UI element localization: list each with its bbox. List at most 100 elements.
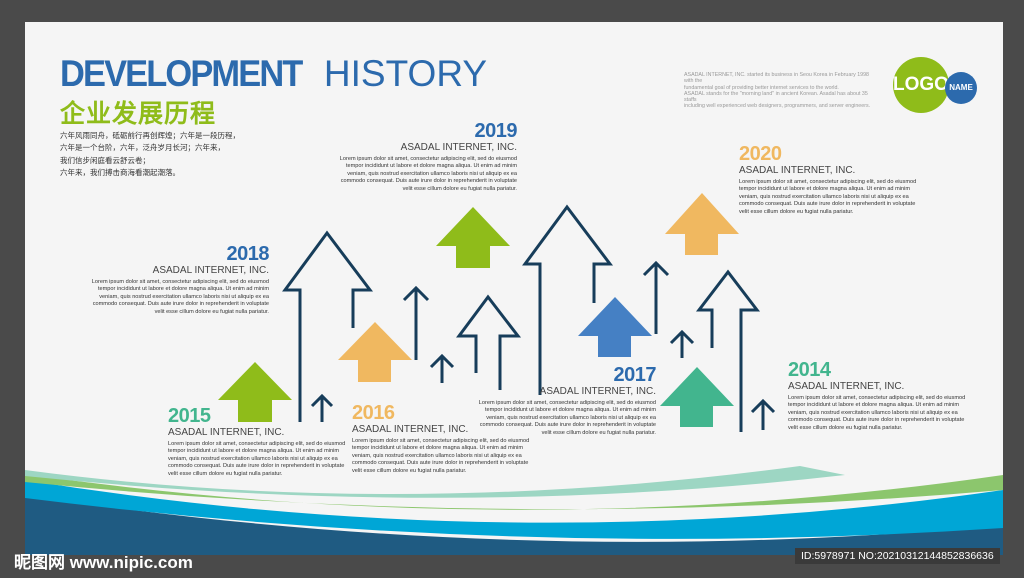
milestone-description: Lorem ipsum dolor sit amet, consectetur … — [739, 179, 916, 216]
milestone-company: ASADAL INTERNET, INC. — [168, 427, 285, 438]
outline-arrow-icon — [522, 204, 614, 395]
description-line: velit esse cillum dolore eu fugiat nulla… — [788, 424, 903, 431]
outline-arrow-icon — [456, 294, 522, 390]
milestone-company: ASADAL INTERNET, INC. — [539, 386, 656, 397]
page-subtitle: 企业发展历程 — [60, 100, 217, 128]
milestone-company: ASADAL INTERNET, INC. — [788, 381, 905, 392]
description-line: commodo consequat. Duis aute irure dolor… — [479, 422, 656, 429]
description-line: veniam, quis nostrud exercitation ullamc… — [347, 170, 517, 177]
description-line: Lorem ipsum dolor sit amet, consectetur … — [739, 179, 917, 185]
milestone-description: Lorem ipsum dolor sit amet, consectetur … — [168, 441, 345, 478]
milestone-description: Lorem ipsum dolor sit amet, consectetur … — [92, 279, 269, 316]
description-line: Lorem ipsum dolor sit amet, consectetur … — [788, 395, 966, 401]
description-line: velit esse cillum dolore eu fugiat nulla… — [168, 470, 283, 477]
milestone-company: ASADAL INTERNET, INC. — [352, 424, 469, 435]
line-arrow-icon — [402, 285, 430, 360]
logo: LOGO — [893, 57, 949, 113]
milestone-2015: 2015 ASADAL INTERNET, INC. Lorem ipsum dol… — [168, 405, 345, 478]
about-line: fundamental goal of providing better int… — [684, 84, 839, 91]
description-line: tempor incididunt ut labore et dolore ma… — [168, 448, 340, 455]
logo-name-badge: NAME — [945, 72, 977, 104]
poster — [25, 22, 1003, 555]
about-line: ASADAL INTERNET, INC. started its busine… — [684, 72, 869, 85]
milestone-2014: 2014 ASADAL INTERNET, INC. Lorem ipsum dol… — [788, 359, 965, 432]
description-line: veniam, quis nostrud exercitation ullamc… — [788, 409, 958, 416]
line-arrow-icon — [750, 398, 776, 430]
about-text: ASADAL INTERNET, INC. started its busine… — [684, 72, 879, 110]
about-line: ASADAL stands for the "morning land" in … — [684, 90, 868, 104]
blue-wave — [25, 480, 1003, 539]
description-line: tempor incididunt ut labore et dolore ma… — [788, 402, 960, 409]
watermark-site: 昵图网 www.nipic.com — [14, 553, 193, 572]
milestone-year: 2017 — [613, 364, 657, 386]
description-line: veniam, quis nostrud exercitation ullamc… — [352, 452, 522, 459]
green-wave — [25, 474, 1003, 510]
description-line: velit esse cillum dolore eu fugiat nulla… — [541, 429, 656, 436]
description-line: velit esse cillum dolore eu fugiat nulla… — [154, 308, 269, 315]
description-line: tempor incididunt ut labore et dolore ma… — [97, 286, 269, 293]
teal-ribbon — [25, 466, 845, 498]
milestone-year: 2015 — [168, 405, 211, 427]
blue-arrow-icon — [578, 297, 652, 357]
description-line: velit esse cillum dolore eu fugiat nulla… — [402, 185, 517, 192]
intro-line: 六年是一个台阶，六年，泛舟岁月长河；六年来， — [60, 143, 225, 153]
milestone-2016: 2016 ASADAL INTERNET, INC. Lorem ipsum dol… — [352, 402, 529, 475]
milestone-company: ASADAL INTERNET, INC. — [400, 142, 517, 153]
milestone-2017: 2017 ASADAL INTERNET, INC. Lorem ipsum dol… — [479, 364, 657, 437]
description-line: commodo consequat. Duis aute irure dolor… — [168, 463, 345, 470]
description-line: veniam, quis nostrud exercitation ullamc… — [99, 293, 269, 300]
teal-arrow-icon — [660, 367, 734, 427]
line-arrow-icon — [642, 260, 670, 334]
intro-line: 我们信步闲庭看云舒云卷； — [60, 155, 150, 165]
green-arrow-icon — [436, 207, 510, 268]
description-line: Lorem ipsum dolor sit amet, consectetur … — [339, 156, 517, 162]
milestone-description: Lorem ipsum dolor sit amet, consectetur … — [352, 438, 529, 475]
intro-line: 六年来，我们搏击商海看潮起潮落。 — [60, 167, 180, 177]
description-line: veniam, quis nostrud exercitation ullamc… — [486, 414, 656, 421]
description-line: commodo consequat. Duis aute irure dolor… — [92, 301, 269, 308]
green-arrow-icon — [218, 362, 292, 422]
line-arrow-icon — [429, 353, 455, 383]
navy-wave — [25, 495, 1003, 555]
intro-line: 六年风雨同舟，砥砺前行再创辉煌；六年是一段历程， — [60, 131, 240, 140]
outline-arrow-icon — [282, 230, 374, 422]
outline-arrow-icon — [695, 269, 761, 432]
description-line: Lorem ipsum dolor sit amet, consectetur … — [352, 438, 530, 444]
description-line: commodo consequat. Duis aute irure dolor… — [788, 417, 965, 424]
intro-text: 六年风雨同舟，砥砺前行再创辉煌；六年是一段历程， 六年是一个台阶，六年，泛舟岁月… — [60, 130, 240, 179]
description-line: commodo consequat. Duis aute irure dolor… — [739, 201, 916, 208]
about-line: including well experienced web designers… — [684, 103, 871, 110]
milestone-company: ASADAL INTERNET, INC. — [739, 165, 856, 176]
milestone-year: 2019 — [474, 120, 518, 142]
milestone-year: 2018 — [226, 243, 270, 265]
description-line: velit esse cillum dolore eu fugiat nulla… — [352, 467, 467, 474]
description-line: tempor incididunt ut labore et dolore ma… — [484, 407, 656, 414]
description-line: velit esse cillum dolore eu fugiat nulla… — [739, 208, 854, 215]
milestone-description: Lorem ipsum dolor sit amet, consectetur … — [340, 156, 517, 193]
description-line: tempor incididunt ut labore et dolore ma… — [345, 163, 517, 170]
milestone-2018: 2018 ASADAL INTERNET, INC. Lorem ipsum dol… — [92, 243, 270, 316]
line-arrow-icon — [669, 329, 695, 358]
milestone-company: ASADAL INTERNET, INC. — [152, 265, 269, 276]
line-arrow-icon — [310, 393, 334, 422]
watermark-id: ID:5978971 NO:20210312144852836636 — [795, 548, 1000, 564]
description-line: commodo consequat. Duis aute irure dolor… — [340, 178, 517, 185]
milestone-description: Lorem ipsum dolor sit amet, consectetur … — [479, 400, 656, 437]
description-line: Lorem ipsum dolor sit amet, consectetur … — [91, 279, 269, 285]
description-line: tempor incididunt ut labore et dolore ma… — [352, 445, 524, 452]
milestone-description: Lorem ipsum dolor sit amet, consectetur … — [788, 395, 965, 432]
page-title: DEVELOPMENT HISTORY — [60, 53, 488, 94]
milestone-2019: 2019 ASADAL INTERNET, INC. Lorem ipsum dol… — [340, 120, 518, 193]
orange-arrow-icon — [338, 322, 412, 382]
milestone-year: 2016 — [352, 402, 395, 424]
orange-arrow-icon — [665, 193, 739, 255]
milestone-2020: 2020 ASADAL INTERNET, INC. Lorem ipsum dol… — [739, 143, 916, 216]
description-line: veniam, quis nostrud exercitation ullamc… — [739, 193, 909, 200]
description-line: commodo consequat. Duis aute irure dolor… — [352, 460, 529, 467]
description-line: veniam, quis nostrud exercitation ullamc… — [168, 455, 338, 462]
description-line: tempor incididunt ut labore et dolore ma… — [739, 186, 911, 193]
description-line: Lorem ipsum dolor sit amet, consectetur … — [478, 400, 656, 406]
milestone-year: 2014 — [788, 359, 831, 381]
milestone-year: 2020 — [739, 143, 782, 165]
